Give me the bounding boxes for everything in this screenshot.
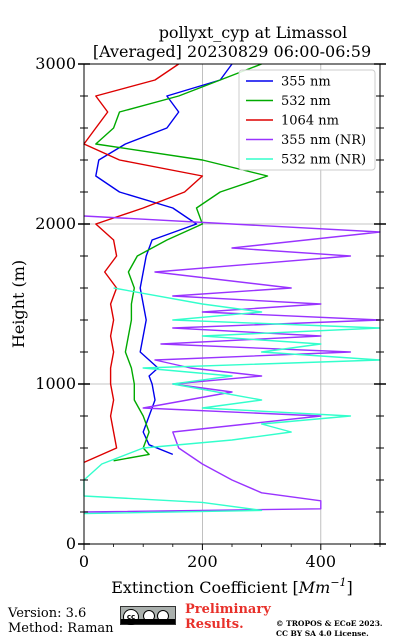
copyright-line1: © TROPOS & ECoE 2023. xyxy=(276,619,383,628)
legend-label-2: 1064 nm xyxy=(281,114,339,129)
legend-label-3: 355 nm (NR) xyxy=(281,133,366,148)
y-tick-label: 2000 xyxy=(35,214,76,233)
series-line-0 xyxy=(95,63,233,456)
x-tick-label: 400 xyxy=(306,552,337,571)
cc-license-badge-icon: cc xyxy=(120,606,176,625)
y-tick-label: 0 xyxy=(66,534,76,553)
copyright-notice: © TROPOS & ECoE 2023. CC BY SA 4.0 Licen… xyxy=(276,619,383,639)
version-text: Version: 3.6 xyxy=(8,606,87,621)
legend-label-1: 532 nm xyxy=(281,94,331,109)
y-tick-label: 1000 xyxy=(35,374,76,393)
legend-label-4: 532 nm (NR) xyxy=(281,153,366,168)
y-tick-label: 3000 xyxy=(35,54,76,73)
method-text: Method: Raman xyxy=(8,621,114,636)
series-line-3 xyxy=(83,215,381,513)
axis-ticks: 0 200 400 0 1000 2000 3000 xyxy=(35,54,386,571)
chart-title-line1: pollyxt_cyp at Limassol xyxy=(159,23,348,42)
legend-box xyxy=(238,69,376,171)
series-line-1 xyxy=(95,63,269,462)
legend: 355 nm 532 nm 1064 nm 355 nm (NR) 532 nm (NR… xyxy=(238,69,376,171)
y-axis-label: Height (m) xyxy=(9,260,28,348)
copyright-line2: CC BY SA 4.0 License. xyxy=(276,629,369,638)
x-tick-label: 0 xyxy=(79,552,89,571)
chart-title-line2: [Averaged] 20230829 06:00-06:59 xyxy=(93,42,371,61)
legend-label-0: 355 nm xyxy=(281,75,331,90)
preliminary-line2: Results. xyxy=(185,617,244,632)
series-line-2 xyxy=(83,63,204,464)
x-axis-label: Extinction Coefficient [Mm−1] xyxy=(111,576,353,597)
preliminary-notice: Preliminary Results. xyxy=(185,602,271,632)
preliminary-line1: Preliminary xyxy=(185,602,271,617)
x-tick-label: 200 xyxy=(187,552,218,571)
